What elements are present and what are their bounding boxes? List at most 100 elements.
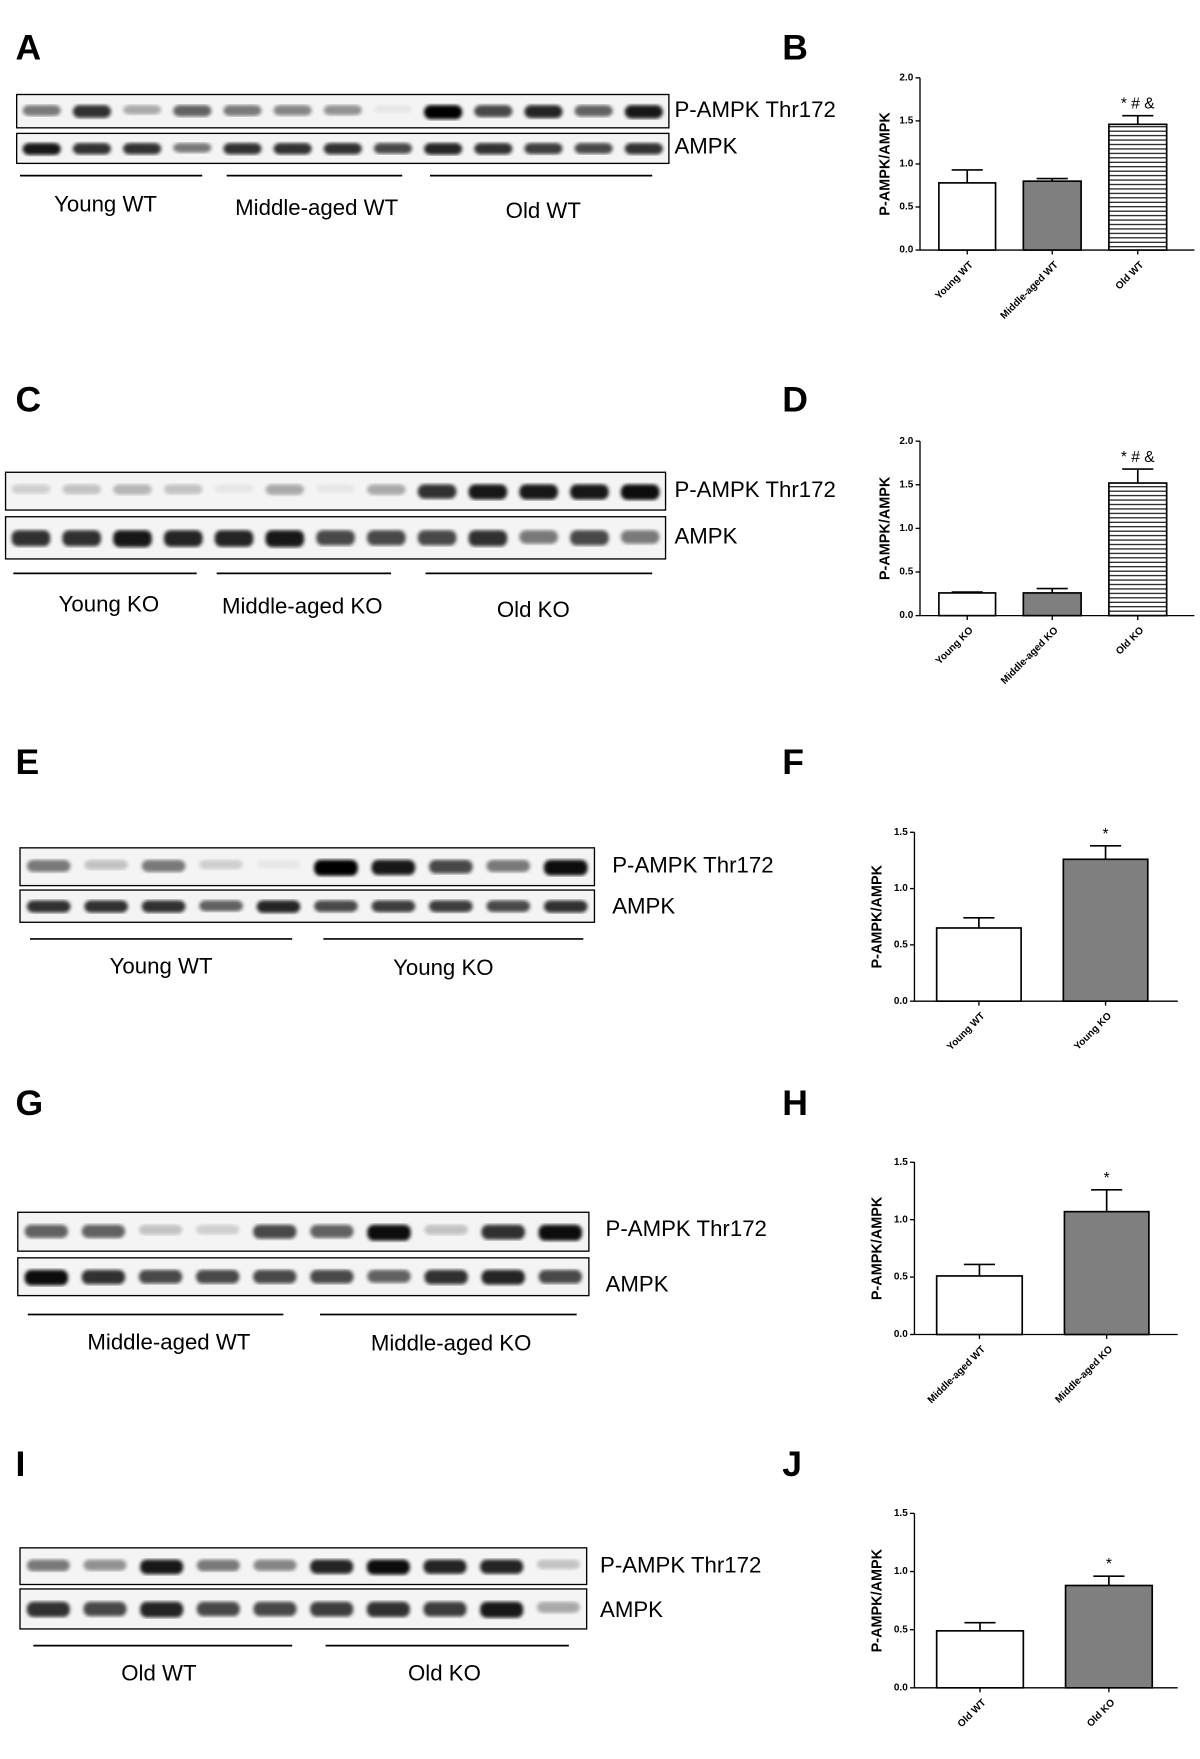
blot-band xyxy=(196,1559,240,1572)
blot-band xyxy=(323,142,362,155)
blot-band xyxy=(570,484,609,500)
blot-band xyxy=(366,1559,410,1575)
blot-band xyxy=(253,1224,297,1239)
blot-band xyxy=(196,1601,240,1617)
blot-band xyxy=(24,1269,69,1286)
y-tick-label: 1.5 xyxy=(894,1157,908,1168)
blot-band xyxy=(138,1224,183,1235)
significance-label: * # & xyxy=(1121,96,1155,113)
blot-band xyxy=(424,142,463,155)
group-label: Young KO xyxy=(59,591,159,616)
y-tick-label: 1.0 xyxy=(899,159,913,170)
bar xyxy=(1108,123,1168,251)
blot-band xyxy=(519,484,558,500)
blot-band xyxy=(481,1269,525,1285)
bar xyxy=(1062,858,1149,1003)
bar xyxy=(1022,180,1082,251)
x-tick-label: Young KO xyxy=(1072,1011,1114,1053)
blot-band xyxy=(163,484,203,495)
y-tick-label: 0.5 xyxy=(899,567,913,578)
panel-letter: C xyxy=(16,380,42,420)
group-label: Middle-aged WT xyxy=(87,1329,250,1354)
blot-band xyxy=(468,484,508,500)
blot-band xyxy=(524,142,563,155)
blot-band xyxy=(323,105,362,116)
group-label: Young KO xyxy=(393,955,493,980)
y-axis-label: P-AMPK/AMPK xyxy=(877,112,893,216)
y-tick-label: 1.5 xyxy=(899,479,913,490)
y-axis-label: P-AMPK/AMPK xyxy=(870,864,886,968)
blot-band xyxy=(81,1269,126,1285)
significance-label: * xyxy=(1103,826,1109,843)
blot-band xyxy=(138,1269,183,1284)
blot-band xyxy=(474,142,513,155)
blot-band xyxy=(574,105,613,117)
blot-band xyxy=(429,859,473,874)
blot-band xyxy=(273,142,312,155)
blot-band xyxy=(316,484,355,494)
bar xyxy=(935,1275,1024,1336)
blot-band xyxy=(373,105,413,113)
blot-band xyxy=(519,530,558,544)
blot-row-label: P-AMPK Thr172 xyxy=(600,1553,761,1578)
y-tick-label: 0.0 xyxy=(894,1682,908,1693)
y-axis-label: P-AMPK/AMPK xyxy=(877,476,893,580)
blot-band xyxy=(265,484,305,495)
blot-band xyxy=(123,142,162,155)
blot-band xyxy=(538,1269,583,1284)
group-label: Young WT xyxy=(110,954,213,979)
panel-letter: H xyxy=(782,1083,808,1123)
x-tick-label: Young WT xyxy=(933,260,975,302)
blot-band xyxy=(486,900,531,912)
significance-label: * # & xyxy=(1121,449,1155,466)
blot-band xyxy=(140,1601,184,1618)
y-tick-label: 0.5 xyxy=(894,1272,908,1283)
blot-band xyxy=(113,484,152,495)
blot-row-label: AMPK xyxy=(674,524,737,549)
x-tick-label: Old WT xyxy=(1114,260,1147,293)
blot-band xyxy=(574,142,613,154)
x-tick-label: Middle-aged WT xyxy=(999,260,1061,322)
blot-band xyxy=(26,900,71,913)
blot-band xyxy=(223,105,262,116)
blot-band xyxy=(417,530,457,546)
blot-band xyxy=(214,484,254,494)
group-label: Middle-aged KO xyxy=(371,1330,532,1355)
y-axis-label: P-AMPK/AMPK xyxy=(870,1196,886,1300)
x-tick-label: Middle-aged WT xyxy=(926,1344,988,1406)
bar xyxy=(938,182,997,251)
group-label: Old WT xyxy=(506,198,582,223)
blot-row-label: AMPK xyxy=(606,1271,669,1296)
blot-row-label: P-AMPK Thr172 xyxy=(612,853,773,878)
blot-band xyxy=(310,1269,354,1284)
blot-band xyxy=(163,530,203,547)
y-tick-label: 0.0 xyxy=(894,1329,908,1340)
bar xyxy=(1064,1584,1154,1689)
blot-band xyxy=(620,484,660,500)
blot-band xyxy=(480,1601,524,1618)
blot-band xyxy=(423,1559,467,1574)
x-tick-label: Old WT xyxy=(956,1697,989,1730)
blot-band xyxy=(83,1601,127,1617)
blot-band xyxy=(173,142,212,153)
blot-band xyxy=(480,1559,524,1574)
bar xyxy=(935,927,1022,1003)
significance-label: * xyxy=(1106,1556,1112,1573)
bar xyxy=(935,1630,1025,1689)
blot-band xyxy=(199,859,243,870)
blot-band xyxy=(253,1269,297,1284)
blot-band xyxy=(624,105,663,119)
blot-band xyxy=(253,1601,297,1617)
blot-band xyxy=(423,1601,467,1617)
panel-letter: G xyxy=(16,1083,44,1123)
blot-band xyxy=(536,1601,580,1613)
blot-band xyxy=(310,1224,354,1238)
blot-band xyxy=(536,1559,580,1570)
group-label: Young WT xyxy=(54,191,157,216)
blot-band xyxy=(214,530,254,547)
blot-band xyxy=(26,859,71,873)
blot-band xyxy=(22,142,61,155)
blot-band xyxy=(424,1269,468,1285)
y-tick-label: 2.0 xyxy=(899,72,913,83)
blot-band xyxy=(141,859,186,873)
